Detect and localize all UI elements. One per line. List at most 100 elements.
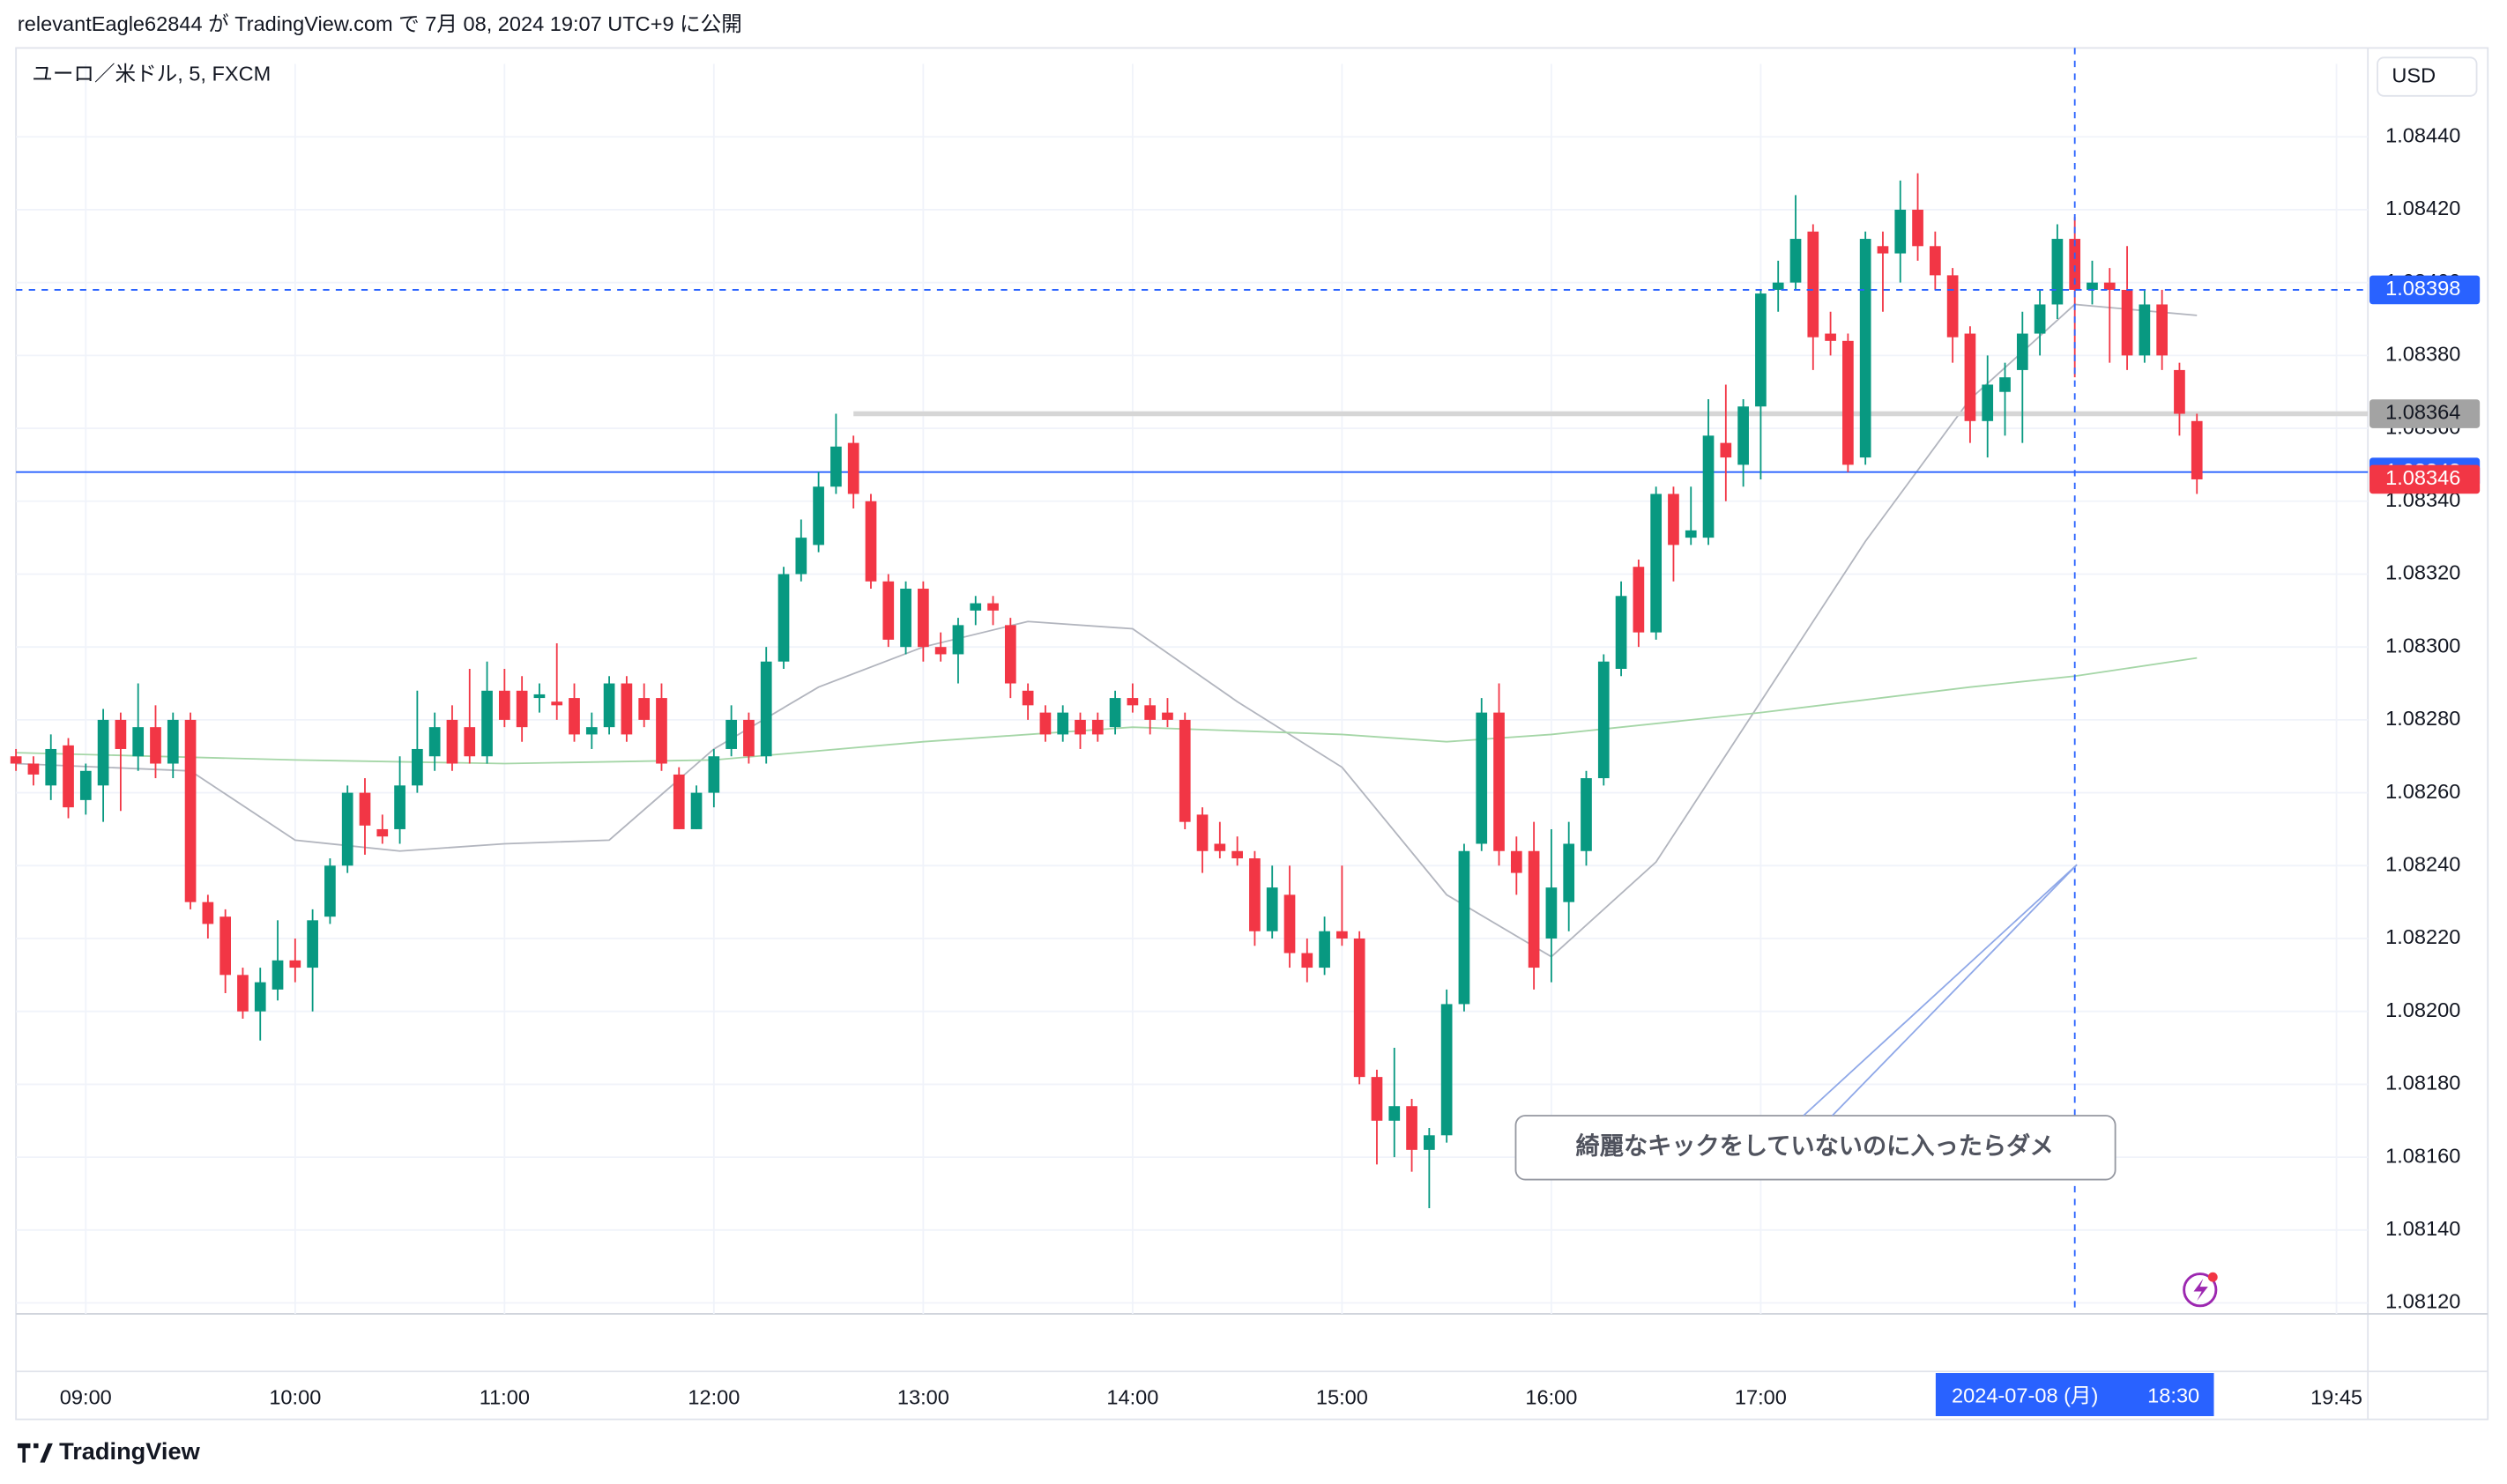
crosshair-price-badge [2369, 275, 2481, 305]
candle-body [1214, 843, 1226, 851]
candle-body [847, 442, 859, 494]
candle-body [1004, 625, 1016, 684]
candle-body [1528, 850, 1540, 968]
candle-body [1563, 843, 1575, 902]
candle-body [272, 960, 284, 990]
candle-body [10, 756, 22, 764]
candle-body [202, 902, 214, 924]
x-tick-label: 19:45 [2310, 1385, 2362, 1408]
candle-body [1545, 887, 1558, 939]
candle-body [132, 727, 145, 757]
candle-body [551, 701, 563, 706]
candle-body [219, 916, 231, 976]
candle-body [1912, 209, 1923, 247]
candle-body [1022, 690, 1034, 706]
x-tick-label: 09:00 [60, 1385, 112, 1408]
candle-body [830, 446, 842, 487]
y-tick-label: 1.08440 [2385, 123, 2460, 146]
candle-body [1894, 209, 1907, 254]
candle-body [1877, 246, 1889, 254]
crosshair-time-label: 18:30 [2147, 1384, 2199, 1406]
candle-body [2051, 239, 2064, 305]
x-tick-label: 12:00 [688, 1385, 740, 1408]
candle-body [1615, 596, 1627, 669]
candle-body [1091, 719, 1104, 735]
y-tick-label: 1.08260 [2385, 780, 2460, 803]
candle-body [1406, 1106, 1417, 1150]
candle-body [97, 719, 109, 786]
crosshair-time-badge [1935, 1373, 2214, 1417]
annotation-pointer [1831, 864, 2078, 1117]
candle-body [1999, 377, 2011, 392]
y-tick-label: 1.08280 [2385, 707, 2460, 730]
x-tick-label: 13:00 [897, 1385, 949, 1408]
candle-body [184, 719, 197, 902]
currency-box[interactable] [2377, 56, 2478, 97]
candle-body [63, 745, 74, 808]
candle-body [900, 589, 911, 648]
y-tick-label: 1.08420 [2385, 197, 2460, 219]
candle-body [237, 975, 249, 1012]
publisher-line: relevantEagle62844 が TradingView.com で 7… [18, 12, 742, 35]
candle-body [498, 690, 510, 720]
candle-body [1668, 493, 1679, 545]
x-tick-label: 16:00 [1525, 1385, 1577, 1408]
last-price-label: 1.08346 [2385, 466, 2460, 489]
candle-body [2034, 304, 2046, 334]
overlay [16, 48, 2369, 1314]
candle-body [1144, 705, 1157, 720]
candle-body [2139, 304, 2151, 356]
x-tick-label: 14:00 [1106, 1385, 1158, 1408]
candle-body [1685, 530, 1697, 538]
grid [16, 63, 2369, 1314]
candle-body [934, 647, 947, 655]
candle-body [656, 698, 667, 764]
logo-text: TradingView [59, 1437, 200, 1465]
x-tick-label: 10:00 [269, 1385, 321, 1408]
candle-body [2103, 282, 2116, 290]
y-tick-label: 1.08160 [2385, 1144, 2460, 1167]
candle-body [533, 694, 546, 699]
candle-body [1650, 493, 1663, 633]
candle-body [865, 501, 877, 582]
candle-body [115, 719, 127, 749]
candle-body [1702, 435, 1715, 538]
candle-body [1458, 850, 1470, 1005]
y-tick-label: 1.08200 [2385, 998, 2460, 1021]
currency-label: USD [2392, 63, 2436, 86]
candle-body [2191, 420, 2203, 479]
candle-body [167, 719, 179, 764]
candle-body [516, 690, 528, 728]
candle-body [1807, 231, 1819, 338]
candle-body [585, 727, 598, 735]
candle-body [341, 792, 353, 866]
alert-icon[interactable] [2183, 1272, 2218, 1308]
candle-body [481, 690, 493, 757]
candle-body [1982, 384, 1994, 421]
candle-body [1196, 814, 1209, 851]
candle-body [1319, 931, 1330, 968]
annotation-box[interactable] [1514, 1115, 2116, 1181]
candle-body [777, 574, 790, 662]
candle-body [464, 727, 476, 757]
candle-body [1633, 567, 1645, 633]
candle-body [725, 719, 737, 749]
candle-body [1755, 293, 1767, 407]
candle-body [1057, 712, 1069, 735]
candle-body [882, 581, 895, 640]
candle-body [1440, 1004, 1453, 1136]
candle-body [2087, 282, 2098, 290]
candle-body [2174, 369, 2185, 414]
candle-body [1039, 712, 1052, 735]
candle-body [1301, 953, 1313, 968]
candle-body [1336, 931, 1348, 939]
annotation-pointer [1803, 864, 2078, 1117]
candle-body [27, 763, 40, 775]
alert-icon-ring [2183, 1273, 2218, 1308]
candle-body [1353, 938, 1365, 1078]
candle-body [254, 982, 266, 1012]
chart-frame [15, 47, 2489, 1421]
candle-body [1231, 850, 1243, 859]
y-tick-label: 1.08180 [2385, 1072, 2460, 1094]
